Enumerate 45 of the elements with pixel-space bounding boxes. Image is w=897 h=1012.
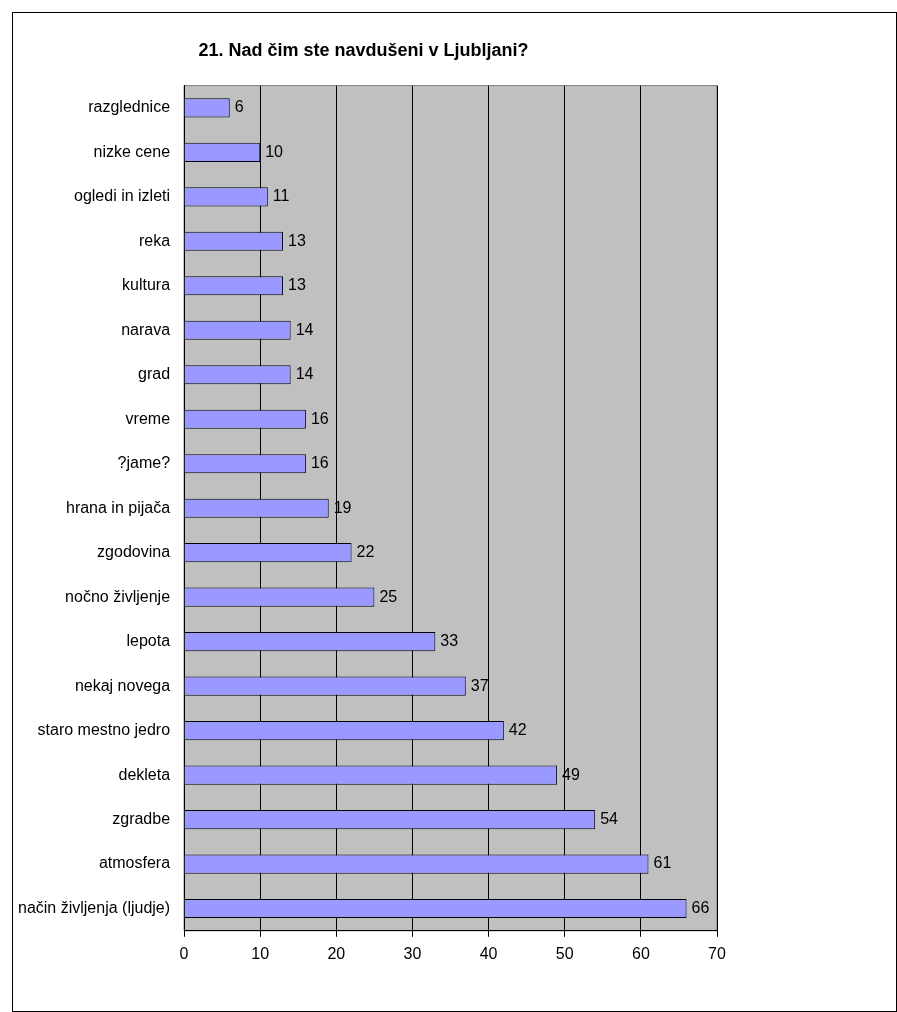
- data-label: 6: [234, 98, 244, 116]
- data-label: 22: [356, 543, 375, 561]
- data-label: 37: [470, 676, 489, 694]
- y-tick-label: hrana in pijača: [65, 498, 171, 516]
- data-label: 16: [310, 454, 329, 472]
- data-label: 11: [272, 187, 290, 205]
- y-tick-label: narava: [121, 320, 171, 338]
- x-tick-label: 40: [479, 944, 498, 962]
- data-label: 54: [600, 810, 619, 827]
- y-tick-label: ?jame?: [117, 454, 171, 472]
- y-tick-label: vreme: [125, 409, 171, 427]
- data-label: 16: [310, 409, 329, 427]
- data-label: 10: [265, 142, 284, 160]
- data-label: 13: [288, 276, 306, 294]
- data-label: 33: [440, 632, 459, 650]
- data-label: 66: [691, 898, 710, 916]
- y-tick-label: nekaj novega: [74, 676, 171, 694]
- chart-title: 21. Nad čim ste navdušeni v Ljubljani?: [198, 39, 529, 60]
- y-tick-label: dekleta: [118, 765, 171, 783]
- data-label: 61: [653, 854, 672, 872]
- y-tick-label: zgradbe: [112, 810, 171, 827]
- x-tick-label: 50: [555, 944, 574, 962]
- y-tick-label: zgodovina: [97, 543, 171, 561]
- y-tick-label: ogledi in izleti: [74, 187, 171, 205]
- x-tick-label: 20: [327, 944, 346, 962]
- y-tick-label: nočno življenje: [65, 587, 171, 605]
- y-tick-label: lepota: [126, 632, 171, 650]
- y-tick-label: staro mestno jedro: [37, 721, 171, 739]
- y-tick-label: način življenja (ljudje): [17, 898, 171, 916]
- data-label: 14: [295, 320, 314, 338]
- y-tick-label: atmosfera: [98, 854, 171, 872]
- y-tick-label: reka: [138, 231, 171, 249]
- x-tick-label: 60: [631, 944, 650, 962]
- data-label: 13: [288, 231, 306, 249]
- x-tick-label: 30: [403, 944, 422, 962]
- data-label: 42: [508, 721, 527, 739]
- x-tick-label: 70: [708, 944, 726, 962]
- y-tick-label: kultura: [122, 276, 171, 294]
- y-tick-label: grad: [138, 365, 171, 383]
- x-tick-label: 10: [251, 944, 270, 962]
- data-label: 25: [379, 587, 398, 605]
- y-tick-label: razglednice: [88, 98, 171, 116]
- data-label: 14: [295, 365, 314, 383]
- y-tick-label: nizke cene: [93, 142, 171, 160]
- x-tick-label: 0: [179, 944, 189, 962]
